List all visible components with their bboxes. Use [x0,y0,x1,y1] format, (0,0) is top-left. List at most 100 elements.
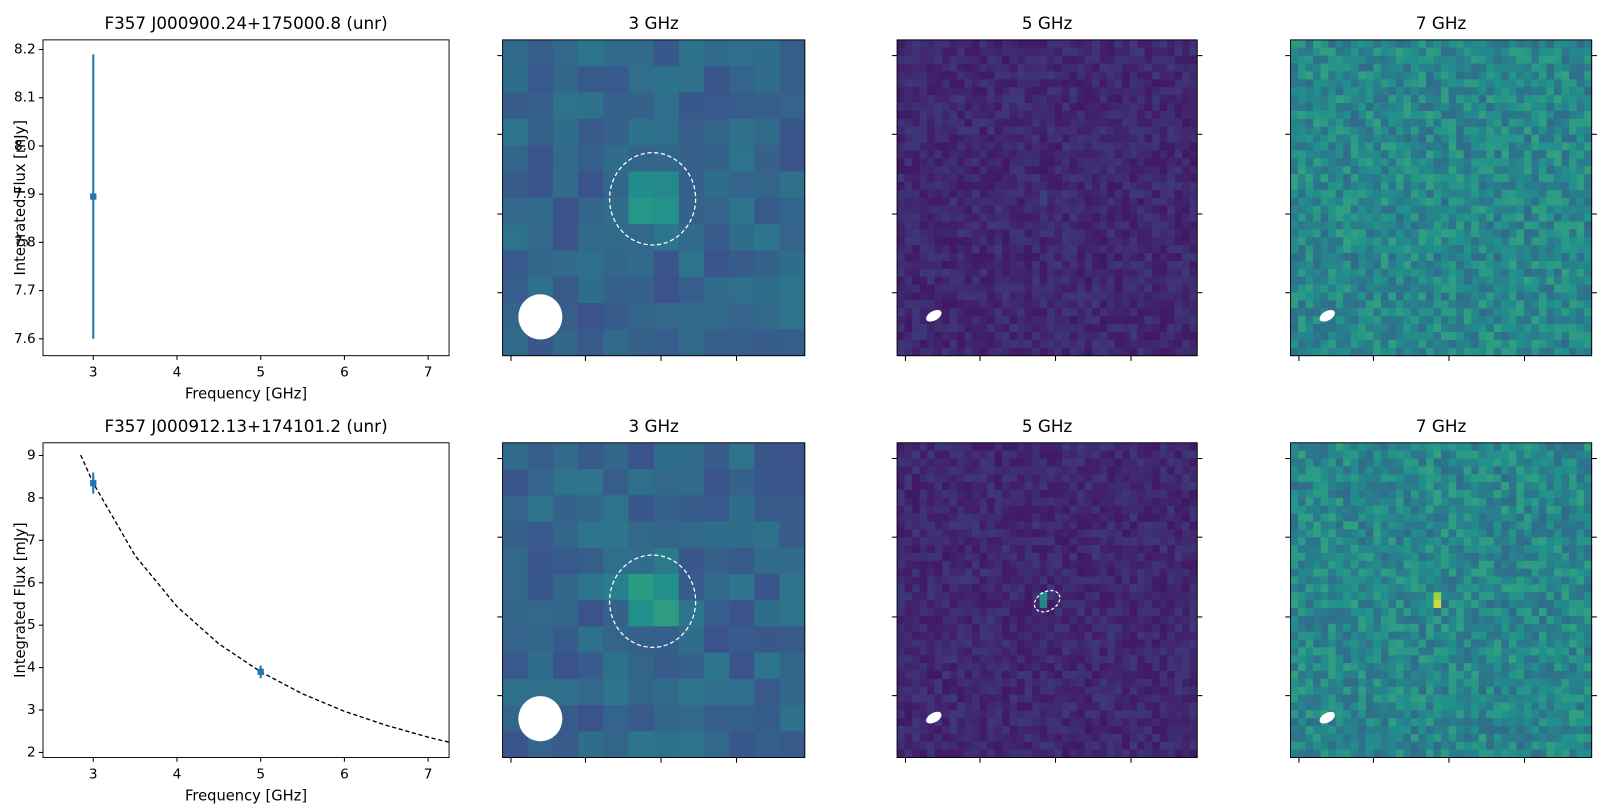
pixel [1546,103,1555,112]
pixel [1441,284,1450,293]
pixel [1313,229,1322,238]
pixel [1554,253,1562,262]
pixel [912,174,921,183]
pixel [1365,150,1374,159]
pixel [1433,134,1442,143]
pixel [979,316,988,325]
pixel [1122,110,1131,120]
pixel [578,626,604,654]
pixel [1084,79,1093,88]
pixel [1099,442,1108,452]
pixel [1092,189,1101,199]
pixel [1182,339,1191,349]
pixel [578,303,604,330]
pixel [603,250,629,278]
pixel [1516,332,1525,341]
pixel [1174,615,1183,625]
pixel [972,103,981,112]
pixel [1062,142,1071,151]
pixel [1159,686,1168,696]
pixel [994,537,1003,546]
pixel [897,118,906,128]
image [502,39,806,357]
pixel [1024,694,1033,703]
pixel [972,608,981,617]
pixel [1122,103,1131,112]
pixel [949,670,958,680]
pixel [1486,237,1495,246]
pixel [1069,63,1078,72]
x-axis-label: Frequency [GHz] [185,386,307,403]
pixel [1546,142,1555,151]
pixel [919,245,928,254]
pixel [1002,568,1011,577]
pixel [1182,450,1191,459]
pixel [949,505,958,515]
pixel [578,731,604,758]
pixel [1305,142,1314,151]
pixel [1501,47,1510,57]
pixel [1017,576,1026,585]
pixel [979,118,988,128]
pixel [1380,63,1389,72]
pixel [1298,339,1307,349]
pixel [1084,702,1093,711]
pixel [628,573,655,601]
pixel [994,55,1003,64]
pixel [1077,686,1086,696]
pixel [942,126,951,136]
pixel [578,276,604,304]
pixel [1388,197,1397,207]
pixel [1152,110,1161,120]
pixel [1062,221,1071,230]
pixel [1448,324,1457,333]
pixel [1174,197,1183,207]
pixel [1418,150,1427,159]
pixel [1298,79,1307,88]
pixel [1114,615,1123,625]
pixel [1017,292,1026,301]
pixel [1107,150,1116,159]
pixel [1039,79,1048,88]
pixel [1189,489,1198,499]
pixel [942,79,951,88]
pixel [1441,324,1450,333]
pixel [1069,47,1078,57]
pixel [1024,189,1033,199]
pixel [1084,47,1093,57]
pixel [603,442,629,470]
pixel [1114,576,1123,585]
pixel [704,678,730,706]
pixel [1418,166,1427,175]
pixel [979,166,988,175]
pixel [1182,686,1191,696]
pixel [957,647,966,656]
pixel [1426,134,1434,143]
pixel [628,39,655,67]
pixel [1290,166,1299,175]
pixel [1305,110,1314,120]
pixel [1380,150,1389,159]
pixel [1493,292,1502,301]
pixel [1084,71,1093,80]
pixel [1343,268,1352,278]
pixel [897,552,906,562]
pixel [704,705,730,732]
pixel [1320,103,1329,112]
pixel [1418,339,1427,349]
pixel [1433,174,1442,183]
pixel [897,110,906,120]
pixel [1017,639,1026,648]
pixel [1433,126,1442,136]
pixel [1584,316,1593,325]
pixel [1189,592,1198,601]
pixel [1017,615,1026,625]
pixel [1365,55,1374,64]
pixel [1410,174,1419,183]
pixel [1410,189,1419,199]
pixel [972,39,981,49]
pixel [1546,221,1555,230]
pixel [964,118,973,128]
pixel [1047,584,1056,593]
pixel [1189,181,1198,191]
